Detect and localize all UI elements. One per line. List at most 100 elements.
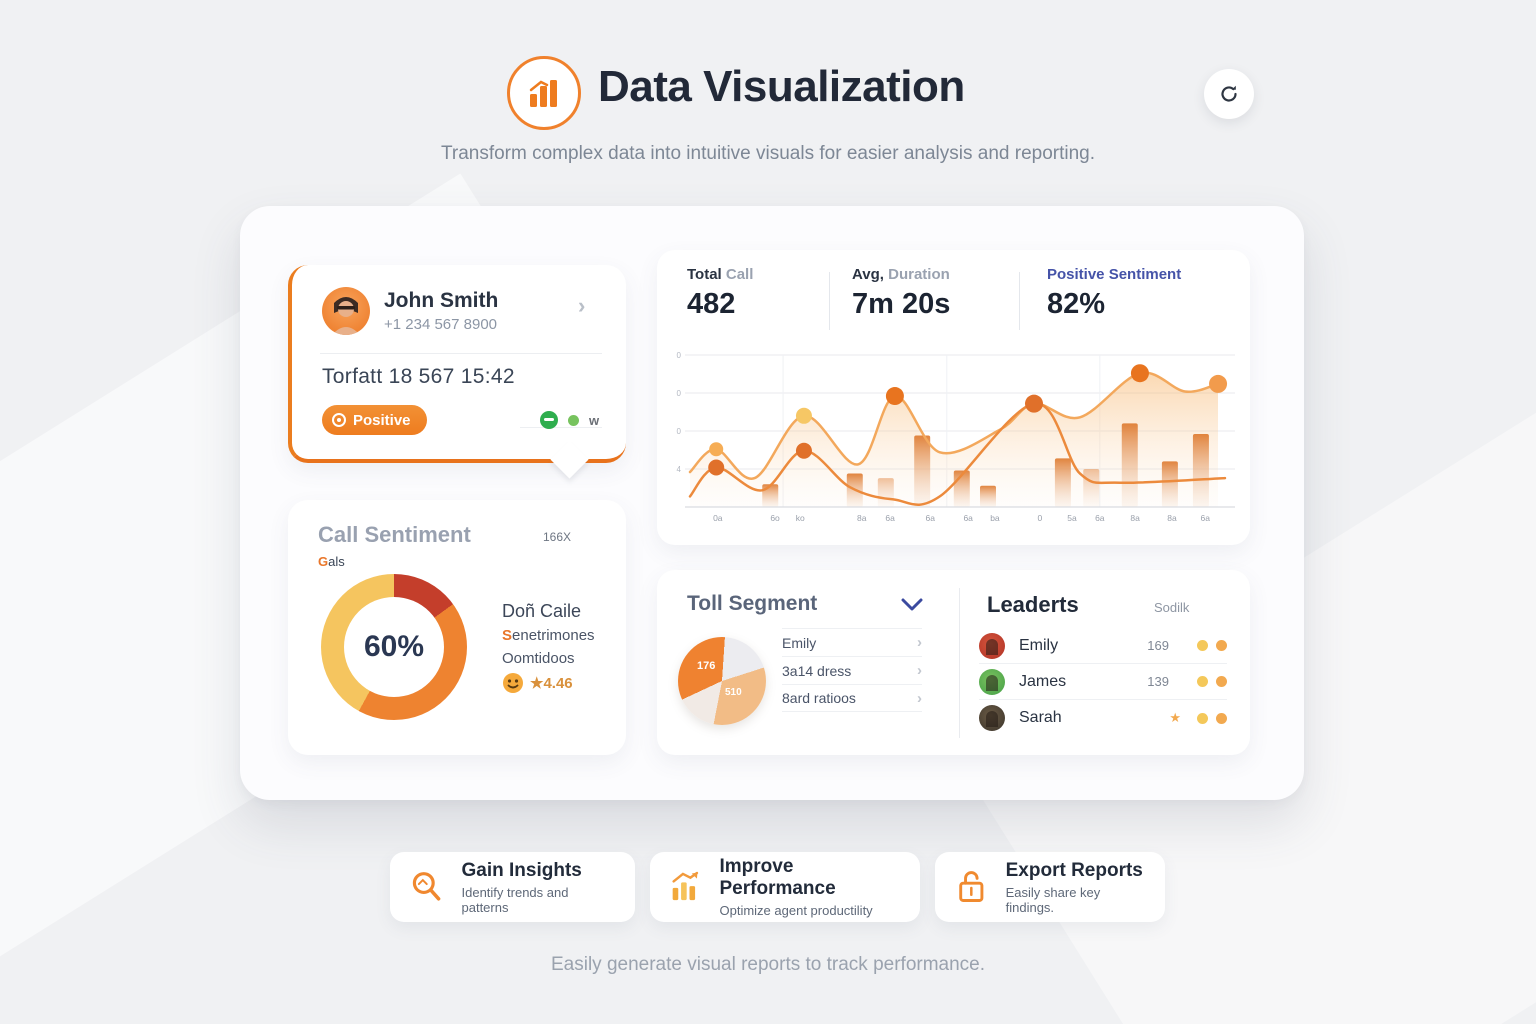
leaderboard-row[interactable]: Sarah ★ xyxy=(979,700,1227,736)
legend-accent: S xyxy=(502,627,513,644)
segment-item-label: 8ard ratioos xyxy=(782,690,856,706)
sub-label-rest: als xyxy=(328,554,345,569)
segment-list-item[interactable]: Emily › xyxy=(782,628,922,656)
svg-text:0: 0 xyxy=(677,389,682,398)
stat-value: 82% xyxy=(1047,288,1106,320)
leaderboard-list: Emily 169 James 139 Sarah ★ xyxy=(979,628,1227,736)
stat-value: 7m 20s xyxy=(852,288,951,320)
max-label: 166X xyxy=(543,530,572,544)
stat-label: Total Call xyxy=(687,266,753,283)
chevron-right-icon[interactable]: › xyxy=(578,293,586,318)
call-record-text: Torfatt 18 567 15:42 xyxy=(322,365,515,388)
contact-phone: +1 234 567 8900 xyxy=(384,316,498,333)
svg-text:5a: 5a xyxy=(1067,513,1077,523)
avatar xyxy=(979,632,1005,659)
bar-chart-icon xyxy=(529,80,557,107)
contact-card[interactable]: John Smith +1 234 567 8900 › Torfatt 18 … xyxy=(288,265,626,463)
badge-smiley-icon xyxy=(332,413,346,427)
export-icon xyxy=(959,871,984,902)
divider xyxy=(959,588,960,738)
pie-slice-label: 176 xyxy=(697,660,716,672)
svg-text:ba: ba xyxy=(990,513,1000,523)
chevron-right-icon: › xyxy=(917,662,922,679)
pie-slice-label: 510 xyxy=(725,687,742,698)
feature-export-reports[interactable]: Export Reports Easily share key findings… xyxy=(935,852,1165,922)
score-dot-icon xyxy=(1197,640,1208,651)
magnifier-icon xyxy=(412,872,441,901)
divider xyxy=(1019,272,1020,330)
stat-label-strong: Total xyxy=(687,266,722,283)
score-dot-icon xyxy=(1216,640,1227,651)
feature-title: Export Reports xyxy=(1005,859,1143,881)
segment-title: Toll Segment xyxy=(687,592,818,615)
segment-list: Emily › 3a14 dress › 8ard ratioos › xyxy=(782,628,922,712)
legend-line: Senetrimones xyxy=(502,625,595,648)
leaderboard-row[interactable]: Emily 169 xyxy=(979,628,1227,664)
segment-item-label: 3a14 dress xyxy=(782,662,852,679)
page-title: Data Visualization xyxy=(598,62,965,111)
footer-note: Easily generate visual reports to track … xyxy=(550,954,986,975)
online-dot-icon xyxy=(568,414,579,426)
svg-text:ko: ko xyxy=(796,513,805,523)
score-dot-icon xyxy=(1216,712,1227,724)
card-title: Call Sentiment xyxy=(318,522,471,547)
smiley-icon xyxy=(503,673,523,693)
sub-label: Gals xyxy=(318,554,345,569)
avatar xyxy=(979,705,1005,731)
leaderboard-sort-label[interactable]: Sodilk xyxy=(1154,600,1190,615)
score-dot-icon xyxy=(1216,676,1227,687)
chevron-right-icon: › xyxy=(917,634,922,651)
waveform-icon: w xyxy=(589,412,600,428)
donut-center-value: 60% xyxy=(363,630,425,663)
feature-subtitle: Identify trends and patterns xyxy=(461,884,569,915)
growth-chart-icon xyxy=(672,871,699,901)
segment-item-label: Emily xyxy=(782,634,817,651)
segment-list-item[interactable]: 8ard ratioos › xyxy=(782,684,922,712)
app-logo xyxy=(507,56,581,130)
segment-leaderboard-card: Toll Segment 176 510 Emily › 3a14 dress … xyxy=(657,570,1250,755)
stat-label-strong: Positive xyxy=(1047,266,1105,283)
sentiment-legend: Doñ Caile Senetrimones Oomtidoos xyxy=(502,598,595,670)
refresh-button[interactable] xyxy=(1204,69,1254,119)
segment-pie-chart: 176 510 xyxy=(678,637,766,725)
stat-total-calls: Total Call 482 xyxy=(687,266,753,321)
feature-gain-insights[interactable]: Gain Insights Identify trends and patter… xyxy=(390,852,635,922)
stat-label-light: Call xyxy=(721,266,754,283)
svg-text:4: 4 xyxy=(677,465,682,474)
svg-text:0: 0 xyxy=(1038,513,1043,523)
svg-text:6a: 6a xyxy=(1095,513,1105,523)
legend-line: Oomtidoos xyxy=(502,649,575,667)
svg-text:6a: 6a xyxy=(1200,513,1210,523)
stat-label: Positive Sentiment xyxy=(1047,266,1181,283)
svg-text:6a: 6a xyxy=(963,513,973,523)
legend-rest: enetrimones xyxy=(512,627,595,644)
divider xyxy=(520,427,602,428)
status-ring-icon xyxy=(540,411,558,429)
score-dot-icon xyxy=(1197,712,1208,724)
donut-hole: 60% xyxy=(344,597,444,697)
refresh-icon xyxy=(1221,85,1237,102)
feature-improve-performance[interactable]: Improve Performance Optimize agent produ… xyxy=(650,852,920,922)
stat-label-light: Sentiment xyxy=(1104,266,1182,283)
svg-text:8a: 8a xyxy=(1130,513,1140,523)
rating-row: ★4.46 xyxy=(502,672,573,694)
svg-text:8a: 8a xyxy=(1167,513,1177,523)
sub-label-accent: G xyxy=(318,554,329,569)
stat-label: Avg, Duration xyxy=(852,266,950,283)
divider xyxy=(829,272,830,330)
svg-text:6a: 6a xyxy=(885,513,895,523)
feature-subtitle: Easily share key findings. xyxy=(1005,884,1101,915)
agent-name: Emily xyxy=(1019,636,1059,654)
leaderboard-title: Leaderts xyxy=(987,592,1079,617)
svg-text:6o: 6o xyxy=(770,513,780,523)
score-dot-icon xyxy=(1197,676,1208,687)
segment-list-item[interactable]: 3a14 dress › xyxy=(782,656,922,684)
star-icon: ★ xyxy=(1169,710,1181,725)
chevron-down-icon[interactable] xyxy=(901,598,923,617)
sentiment-badge: Positive xyxy=(322,405,427,435)
svg-text:0a: 0a xyxy=(713,513,723,523)
svg-text:8a: 8a xyxy=(857,513,867,523)
stat-avg-duration: Avg, Duration 7m 20s xyxy=(852,266,950,321)
call-sentiment-card: Call Sentiment 166X Gals 60% Doñ Caile S… xyxy=(288,500,626,755)
leaderboard-row[interactable]: James 139 xyxy=(979,664,1227,700)
